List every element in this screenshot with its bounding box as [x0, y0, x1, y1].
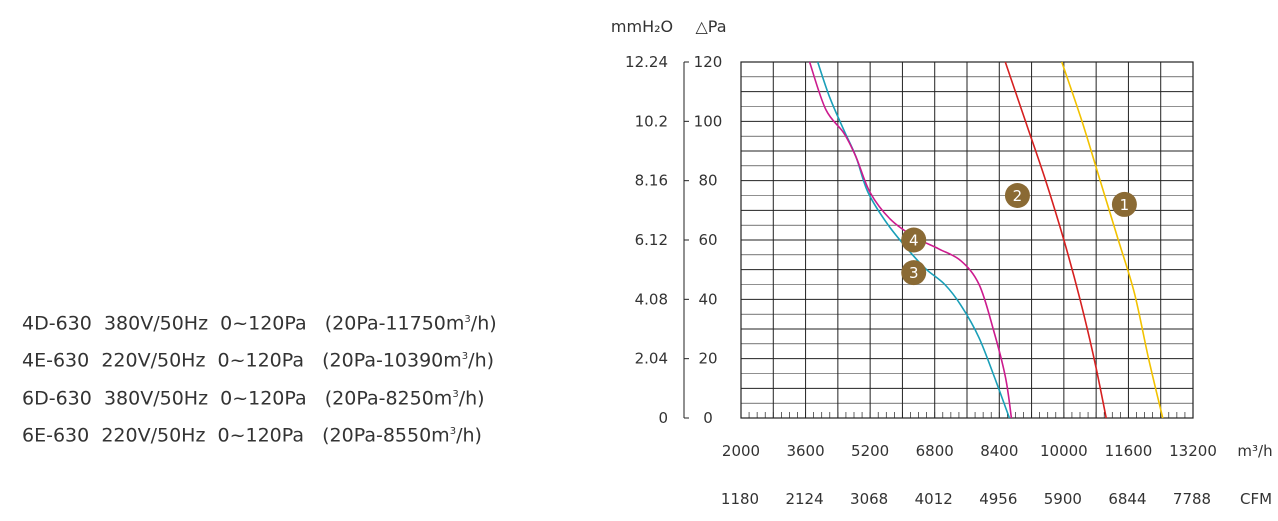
legend-model: 6D-630	[22, 386, 92, 409]
series-line-3	[816, 61, 1011, 419]
y-mm-tick-label: 8.16	[635, 172, 668, 190]
y-left-axis-label: mmH₂O	[611, 17, 673, 36]
legend-unit-tail: /h)	[456, 424, 482, 447]
legend-model: 4D-630	[22, 312, 92, 335]
legend-spec: 220V/50Hz 0~120Pa	[101, 424, 305, 447]
series-marker-1	[1111, 191, 1137, 217]
legend-row: 4E-630 220V/50Hz 0~120Pa (20Pa-10390m3/h…	[22, 340, 497, 377]
x-cfm-tick-label: 3068	[850, 490, 888, 508]
series-marker-3	[901, 260, 927, 286]
series-line-2	[1004, 61, 1107, 419]
series-marker-2	[1004, 183, 1030, 208]
legend-note: (20Pa-8250m	[324, 386, 453, 409]
legend-note: (20Pa-11750m	[324, 312, 465, 335]
y-mm-tick-label: 12.24	[625, 53, 668, 71]
legend-model: 6E-630	[22, 424, 90, 447]
series-marker-label: 1	[1120, 196, 1130, 214]
x-cfm-tick-label: 5900	[1044, 490, 1082, 508]
legend-spec: 380V/50Hz 0~120Pa	[103, 312, 307, 335]
y-mm-tick-label: 6.12	[635, 231, 668, 249]
y-pa-tick-label: 20	[698, 350, 717, 368]
x-cfm-tick-label: 6844	[1108, 490, 1146, 508]
legend-superscript: 3	[452, 388, 459, 400]
y-mm-tick-label: 10.2	[635, 112, 668, 130]
x-cfm-tick-label: 1180	[721, 490, 759, 508]
y-mm-tick-label: 4.08	[635, 290, 668, 308]
y-pa-tick-label: 40	[698, 290, 717, 308]
x-cfm-tick-label: 7788	[1173, 490, 1211, 508]
x-m3h-tick-label: 8400	[980, 442, 1018, 460]
y-mm-tick-label: 2.04	[635, 350, 668, 368]
x-m3h-axis-label: m³/h	[1237, 442, 1272, 460]
x-cfm-tick-label: 4012	[915, 490, 953, 508]
legend-unit-tail: /h)	[470, 312, 497, 335]
legend-spec: 380V/50Hz 0~120Pa	[103, 386, 307, 409]
x-m3h-tick-label: 2000	[722, 442, 760, 460]
series-marker-label: 3	[909, 264, 919, 282]
series-marker-4	[901, 227, 927, 253]
legend-superscript: 3	[464, 314, 471, 325]
legend: 4D-630 380V/50Hz 0~120Pa (20Pa-11750m3/h…	[22, 303, 497, 452]
x-m3h-tick-label: 11600	[1105, 442, 1153, 460]
series-marker-label: 4	[909, 232, 919, 250]
legend-model: 4E-630	[22, 349, 90, 372]
legend-note: (20Pa-10390m	[322, 349, 462, 372]
x-m3h-tick-label: 6800	[916, 442, 954, 460]
legend-unit-tail: /h)	[458, 386, 485, 409]
legend-row: 6E-630 220V/50Hz 0~120Pa (20Pa-8550m3/h)	[22, 415, 497, 452]
x-m3h-tick-label: 3600	[786, 442, 824, 460]
y-right-axis-label: △Pa	[695, 17, 726, 36]
y-pa-tick-label: 100	[694, 112, 723, 130]
x-m3h-tick-label: 10000	[1040, 442, 1088, 460]
legend-note: (20Pa-8550m	[322, 424, 450, 447]
y-mm-tick-label: 0	[658, 409, 668, 427]
plot-frame	[740, 61, 1194, 419]
x-m3h-tick-label: 13200	[1169, 442, 1217, 460]
y-pa-tick-label: 80	[698, 172, 717, 190]
y-pa-tick-label: 0	[703, 409, 713, 427]
legend-row: 4D-630 380V/50Hz 0~120Pa (20Pa-11750m3/h…	[22, 303, 497, 340]
x-cfm-tick-label: 4956	[979, 490, 1017, 508]
series-marker-label: 2	[1013, 187, 1023, 205]
y-pa-tick-label: 120	[694, 53, 723, 71]
x-cfm-tick-label: 2124	[785, 490, 823, 508]
series-line-1	[1061, 61, 1164, 419]
x-cfm-axis-label: CFM	[1240, 490, 1272, 508]
legend-superscript: 3	[449, 425, 457, 437]
y-pa-tick-label: 60	[698, 231, 717, 249]
legend-spec: 220V/50Hz 0~120Pa	[101, 349, 305, 372]
legend-unit-tail: /h)	[468, 349, 495, 372]
x-m3h-tick-label: 5200	[851, 442, 889, 460]
legend-row: 6D-630 380V/50Hz 0~120Pa (20Pa-8250m3/h)	[22, 378, 497, 415]
legend-superscript: 3	[461, 351, 469, 363]
